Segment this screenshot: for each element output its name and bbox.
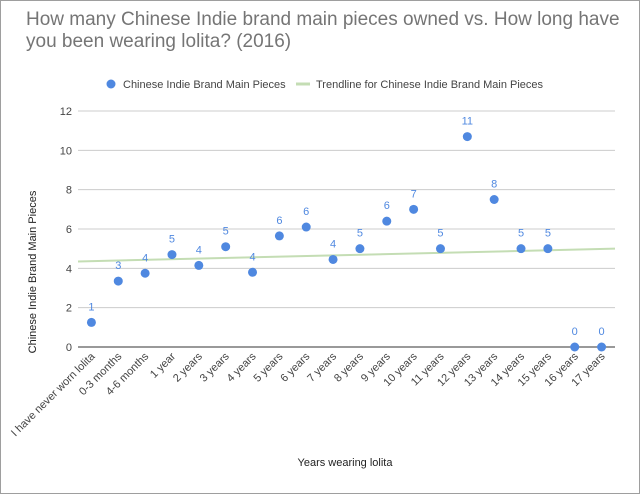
data-point[interactable] [140, 268, 150, 278]
y-tick-labels: 0 2 4 6 8 10 12 [60, 106, 72, 354]
data-point[interactable] [194, 260, 204, 270]
data-point[interactable] [248, 267, 258, 277]
y-tick-label: 0 [66, 342, 72, 354]
data-point[interactable] [113, 276, 123, 286]
y-tick-label: 8 [66, 185, 72, 197]
data-point[interactable] [570, 342, 580, 352]
legend-trendline-label: Trendline for Chinese Indie Brand Main P… [316, 79, 544, 91]
data-label: 5 [545, 228, 551, 240]
data-labels-layer: 1 3 4 5 4 5 4 6 6 4 5 6 7 5 11 8 5 5 0 0 [88, 116, 604, 338]
data-point[interactable] [221, 242, 231, 252]
legend: Chinese Indie Brand Main Pieces Trendlin… [106, 79, 544, 91]
data-point[interactable] [167, 250, 177, 260]
data-label: 6 [276, 215, 282, 227]
data-point[interactable] [597, 342, 607, 352]
y-tick-label: 2 [66, 303, 72, 315]
data-label: 11 [462, 116, 473, 128]
data-label: 1 [88, 301, 94, 313]
data-label: 5 [223, 226, 229, 238]
data-point[interactable] [274, 231, 284, 241]
data-point[interactable] [543, 244, 553, 254]
data-label: 4 [196, 244, 202, 256]
data-point[interactable] [355, 244, 365, 254]
data-label: 3 [115, 260, 121, 272]
data-label: 6 [303, 206, 309, 218]
y-tick-label: 4 [66, 263, 72, 275]
data-label: 8 [491, 179, 497, 191]
data-label: 5 [437, 228, 443, 240]
y-tick-label: 6 [66, 224, 72, 236]
data-point[interactable] [462, 132, 472, 142]
data-label: 7 [411, 188, 417, 200]
data-point[interactable] [328, 254, 338, 264]
data-label: 4 [249, 251, 255, 263]
legend-series-label: Chinese Indie Brand Main Pieces [123, 79, 286, 91]
legend-point-swatch [106, 79, 116, 89]
chart-title: How many Chinese Indie brand main pieces… [26, 9, 620, 52]
data-point[interactable] [516, 244, 526, 254]
trendline [77, 247, 616, 263]
data-point[interactable] [382, 216, 392, 226]
data-label: 4 [142, 252, 148, 264]
data-label: 0 [599, 326, 605, 338]
grid-lines [78, 110, 615, 348]
y-tick-label: 10 [60, 145, 72, 157]
data-point[interactable] [435, 244, 445, 254]
data-label: 5 [169, 234, 175, 246]
data-point[interactable] [301, 222, 311, 232]
y-tick-label: 12 [60, 106, 72, 118]
data-label: 5 [518, 228, 524, 240]
data-label: 0 [572, 326, 578, 338]
data-label: 6 [384, 200, 390, 212]
x-axis-title: Years wearing lolita [298, 457, 394, 469]
data-label: 4 [330, 238, 336, 250]
data-label: 5 [357, 228, 363, 240]
data-point[interactable] [489, 195, 499, 204]
data-point[interactable] [409, 204, 419, 214]
trendline-layer [77, 247, 616, 263]
points-layer [86, 132, 607, 352]
y-axis-title: Chinese Indie Brand Main Pieces [27, 190, 39, 353]
data-point[interactable] [86, 317, 96, 327]
